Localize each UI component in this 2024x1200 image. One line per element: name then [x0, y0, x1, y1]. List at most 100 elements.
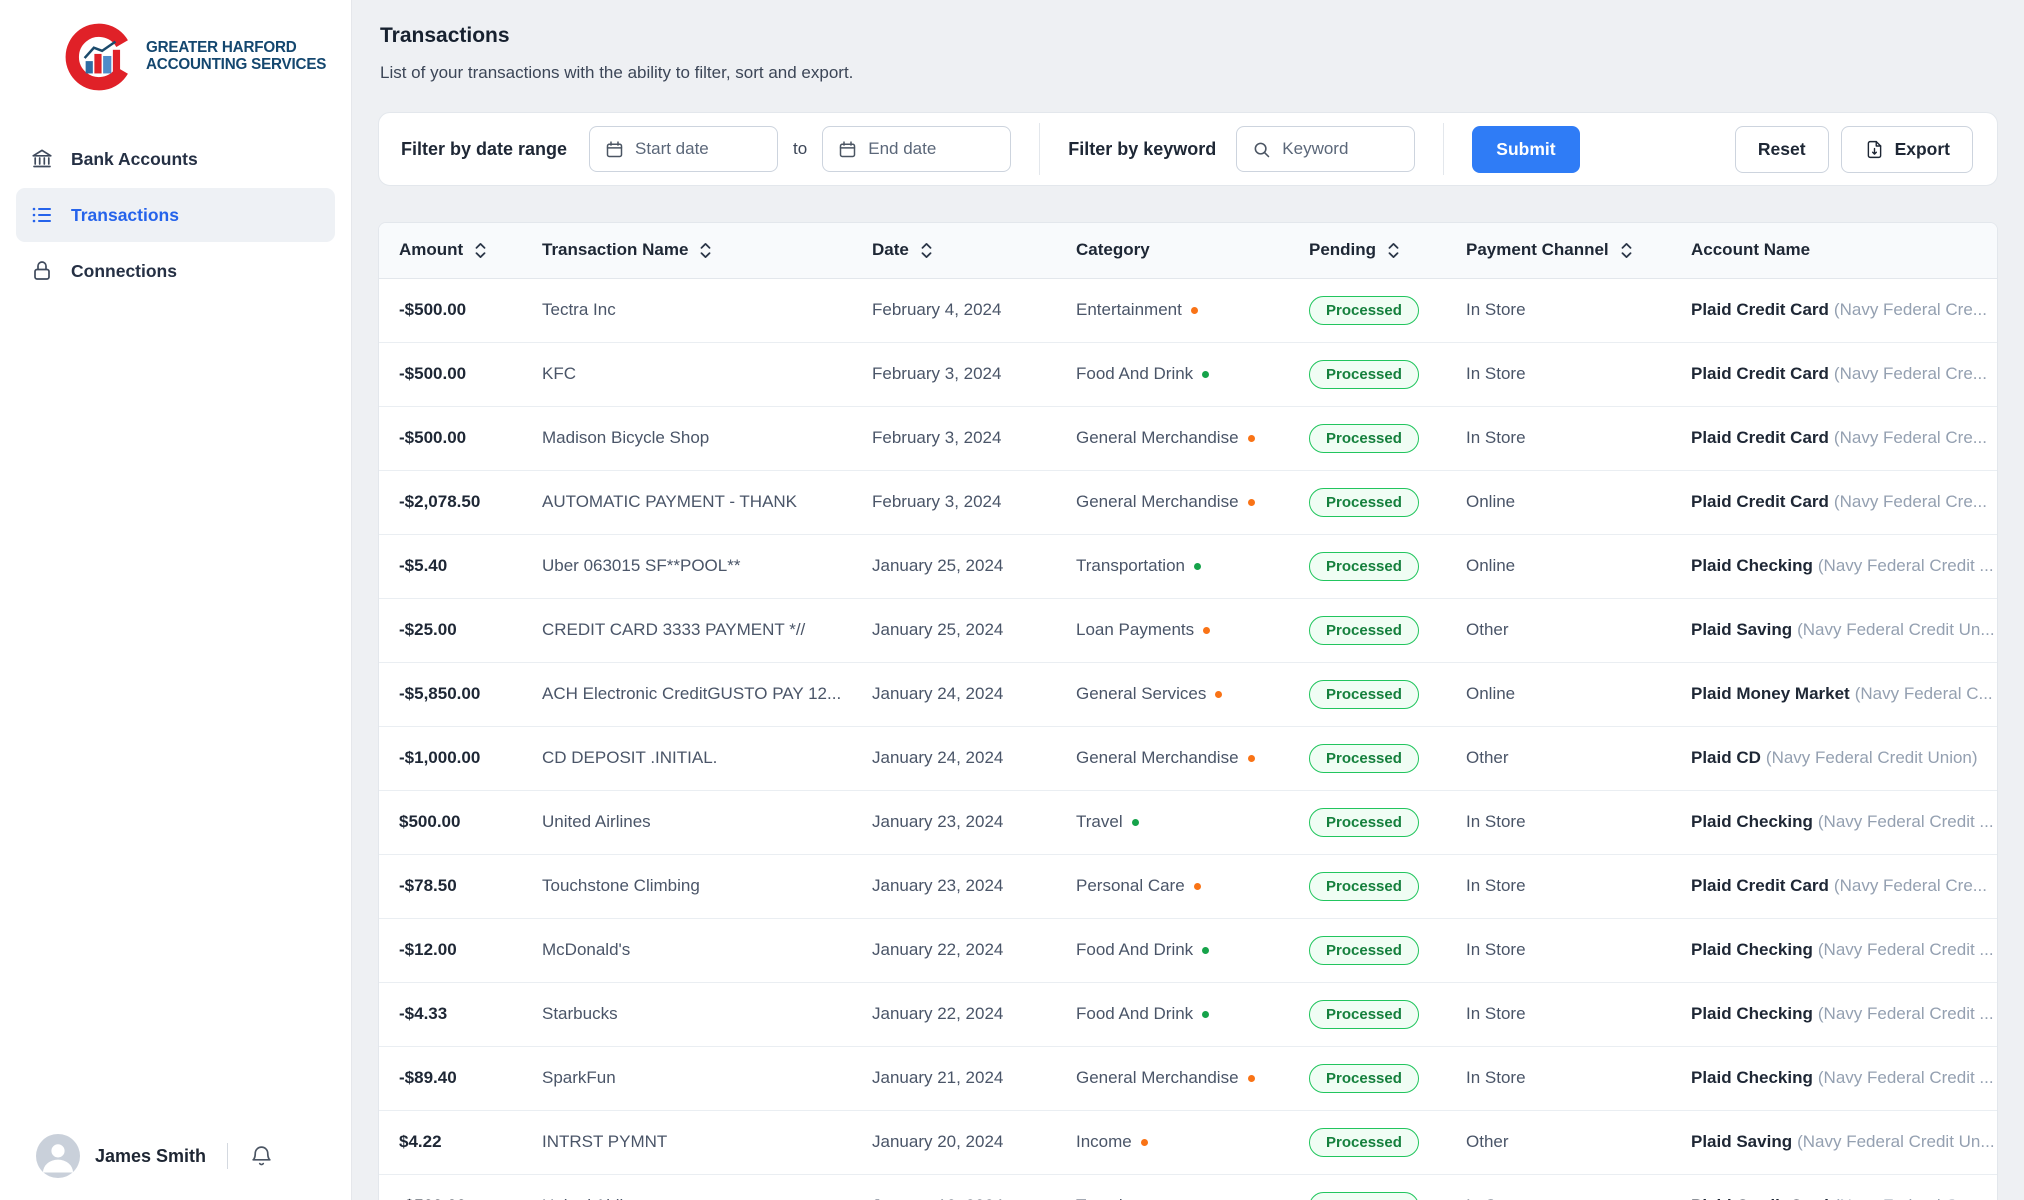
- table-row[interactable]: $500.00 United Airlines January 23, 2024…: [379, 790, 1997, 854]
- status-badge: Processed: [1309, 743, 1419, 773]
- transaction-name-cell: United Airlines: [542, 812, 651, 831]
- category-dot: [1202, 371, 1210, 379]
- status-badge: Processed: [1309, 423, 1419, 453]
- category-cell: Food And Drink: [1056, 918, 1289, 982]
- column-header-transaction-name[interactable]: Transaction Name: [522, 223, 852, 279]
- category-cell: General Services: [1056, 662, 1289, 726]
- column-header-payment-channel[interactable]: Payment Channel: [1446, 223, 1671, 279]
- date-cell: January 22, 2024: [872, 1004, 1004, 1023]
- amount-cell: -$500.00: [379, 1174, 522, 1200]
- table-row[interactable]: -$2,078.50 AUTOMATIC PAYMENT - THANK Feb…: [379, 470, 1997, 534]
- category-cell: Loan Payments: [1056, 598, 1289, 662]
- date-cell: January 24, 2024: [872, 684, 1004, 703]
- main-content: Transactions List of your transactions w…: [352, 0, 2024, 1200]
- keyword-input[interactable]: [1236, 126, 1416, 172]
- table-row[interactable]: -$500.00 KFC February 3, 2024 Food And D…: [379, 342, 1997, 406]
- sort-icon[interactable]: [700, 242, 711, 259]
- table-row[interactable]: -$89.40 SparkFun January 21, 2024 Genera…: [379, 1046, 1997, 1110]
- table-row[interactable]: -$500.00 Tectra Inc February 4, 2024 Ent…: [379, 278, 1997, 342]
- payment-channel-cell: In Store: [1466, 364, 1526, 383]
- amount-cell: -$4.33: [399, 1004, 448, 1023]
- category-dot: [1247, 1075, 1255, 1083]
- filter-bar: Filter by date range to: [378, 112, 1998, 186]
- date-cell: January 23, 2024: [872, 876, 1004, 895]
- amount-cell: -$89.40: [399, 1068, 457, 1087]
- date-cell: January 22, 2024: [872, 940, 1004, 959]
- sort-icon[interactable]: [1388, 242, 1399, 259]
- export-button[interactable]: Export: [1840, 125, 1973, 173]
- category-cell: Travel: [1056, 790, 1289, 854]
- user-area: James Smith: [36, 1134, 274, 1178]
- payment-channel-cell: In Store: [1466, 812, 1526, 831]
- sort-icon[interactable]: [1621, 242, 1632, 259]
- column-header-date[interactable]: Date: [852, 223, 1056, 279]
- page-title: Transactions: [380, 24, 510, 47]
- payment-channel-cell: In Store: [1446, 1174, 1671, 1200]
- table-row[interactable]: -$5,850.00 ACH Electronic CreditGUSTO PA…: [379, 662, 1997, 726]
- table-row[interactable]: -$78.50 Touchstone Climbing January 23, …: [379, 854, 1997, 918]
- start-date-input[interactable]: [589, 126, 779, 172]
- table-row[interactable]: $4.22 INTRST PYMNT January 20, 2024 Inco…: [379, 1110, 1997, 1174]
- sort-icon[interactable]: [475, 242, 486, 259]
- amount-cell: -$500.00: [399, 428, 467, 447]
- column-header-pending[interactable]: Pending: [1289, 223, 1446, 279]
- table-row[interactable]: -$25.00 CREDIT CARD 3333 PAYMENT *// Jan…: [379, 598, 1997, 662]
- status-badge: Processed: [1309, 1127, 1419, 1157]
- amount-cell: -$1,000.00: [399, 748, 481, 767]
- sort-icon[interactable]: [921, 242, 932, 259]
- pending-cell: Processed: [1289, 726, 1446, 790]
- bell-icon[interactable]: [249, 1144, 274, 1169]
- table-row[interactable]: -$12.00 McDonald's January 22, 2024 Food…: [379, 918, 1997, 982]
- table-row[interactable]: -$5.40 Uber 063015 SF**POOL** January 25…: [379, 534, 1997, 598]
- account-name-cell: Plaid CD (Navy Federal Credit Union): [1691, 748, 1978, 767]
- avatar[interactable]: [36, 1134, 80, 1178]
- sidebar-item-bank-accounts[interactable]: Bank Accounts: [16, 132, 335, 186]
- pending-cell: Processed: [1289, 662, 1446, 726]
- account-name-cell: Plaid Saving (Navy Federal Credit Un...: [1691, 1132, 1995, 1151]
- calendar-icon: [837, 139, 858, 160]
- date-cell: February 3, 2024: [872, 364, 1002, 383]
- transaction-name-cell: CREDIT CARD 3333 PAYMENT *//: [542, 620, 806, 639]
- transaction-name-cell: Uber 063015 SF**POOL**: [542, 556, 741, 575]
- payment-channel-cell: Online: [1466, 556, 1516, 575]
- pending-cell: Processed: [1289, 854, 1446, 918]
- sidebar-item-transactions[interactable]: Transactions: [16, 188, 335, 242]
- category-cell: Entertainment: [1056, 278, 1289, 342]
- lock-icon: [30, 259, 54, 283]
- category-dot: [1193, 883, 1201, 891]
- reset-button[interactable]: Reset: [1734, 125, 1829, 173]
- pending-cell: Processed: [1289, 342, 1446, 406]
- pending-cell: Processed: [1289, 1110, 1446, 1174]
- transaction-name-cell: KFC: [542, 364, 576, 383]
- table-row[interactable]: -$1,000.00 CD DEPOSIT .INITIAL. January …: [379, 726, 1997, 790]
- transaction-name-cell: SparkFun: [542, 1068, 616, 1087]
- amount-cell: -$500.00: [399, 364, 467, 383]
- pending-cell: Processed: [1289, 598, 1446, 662]
- status-badge: Processed: [1309, 999, 1419, 1029]
- payment-channel-cell: In Store: [1466, 940, 1526, 959]
- date-cell: January 25, 2024: [872, 620, 1004, 639]
- sidebar-item-connections[interactable]: Connections: [16, 244, 335, 298]
- transaction-name-cell: Starbucks: [542, 1004, 618, 1023]
- table-row[interactable]: -$500.00 Madison Bicycle Shop February 3…: [379, 406, 1997, 470]
- payment-channel-cell: In Store: [1466, 300, 1526, 319]
- category-dot: [1202, 1011, 1210, 1019]
- user-name: James Smith: [95, 1145, 207, 1166]
- amount-cell: -$5.40: [399, 556, 448, 575]
- sidebar: GREATER HARFORD ACCOUNTING SERVICES Bank…: [0, 0, 352, 1200]
- date-range-label: Filter by date range: [401, 138, 568, 159]
- date-cell: January 24, 2024: [872, 748, 1004, 767]
- status-badge: Processed: [1309, 551, 1419, 581]
- end-date-input[interactable]: [822, 126, 1012, 172]
- pending-cell: Processed: [1289, 278, 1446, 342]
- table-row[interactable]: -$4.33 Starbucks January 22, 2024 Food A…: [379, 982, 1997, 1046]
- column-header-amount[interactable]: Amount: [379, 223, 522, 279]
- company-logo-icon: [62, 20, 136, 94]
- category-cell: Food And Drink: [1056, 982, 1289, 1046]
- status-badge: Processed: [1309, 935, 1419, 965]
- transaction-name-cell: AUTOMATIC PAYMENT - THANK: [542, 492, 798, 511]
- category-cell: Food And Drink: [1056, 342, 1289, 406]
- table-row[interactable]: -$500.00 United Airlines January 10, 202…: [379, 1174, 1997, 1200]
- pending-cell: Processed: [1289, 1046, 1446, 1110]
- submit-button[interactable]: Submit: [1472, 125, 1580, 173]
